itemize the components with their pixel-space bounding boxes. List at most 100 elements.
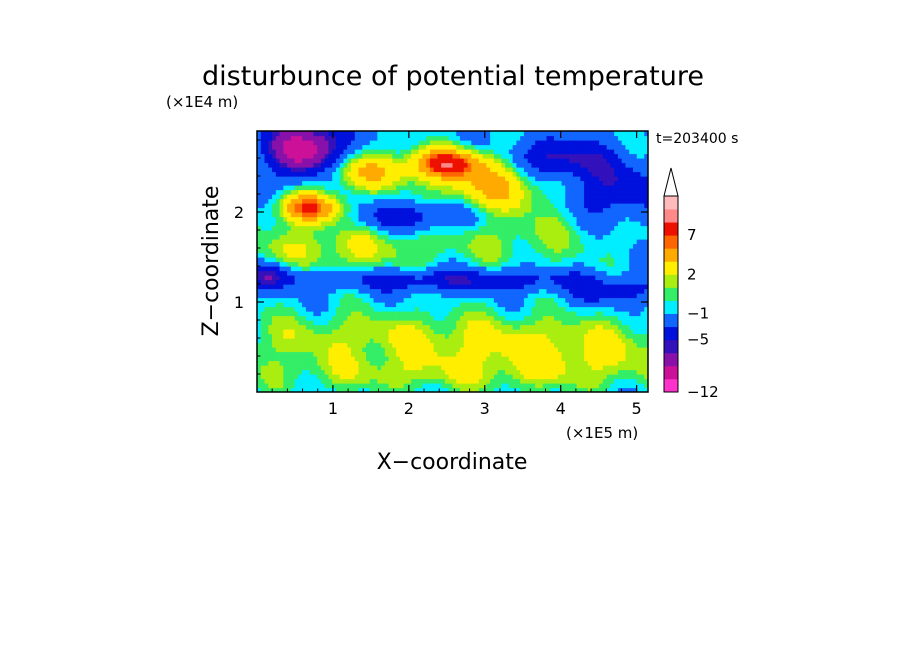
heatmap-cell bbox=[347, 378, 352, 384]
heatmap-cell bbox=[640, 302, 645, 308]
heatmap-cell bbox=[569, 180, 574, 186]
heatmap-cell bbox=[554, 338, 559, 344]
heatmap-cell bbox=[512, 351, 518, 357]
heatmap-cell bbox=[422, 270, 427, 276]
heatmap-cell bbox=[572, 176, 578, 182]
heatmap-cell bbox=[317, 351, 322, 357]
heatmap-cell bbox=[335, 225, 341, 231]
heatmap-cell bbox=[324, 212, 330, 218]
heatmap-cell bbox=[632, 369, 638, 375]
heatmap-cell bbox=[332, 261, 337, 267]
heatmap-cell bbox=[467, 288, 472, 294]
heatmap-cell bbox=[441, 338, 446, 344]
heatmap-cell bbox=[617, 266, 623, 272]
heatmap-cell bbox=[471, 342, 476, 348]
heatmap-cell bbox=[614, 243, 619, 249]
heatmap-cell bbox=[490, 320, 495, 326]
heatmap-cell bbox=[599, 360, 604, 366]
heatmap-cell bbox=[290, 230, 296, 236]
heatmap-cell bbox=[550, 234, 555, 240]
heatmap-cell bbox=[358, 315, 363, 321]
heatmap-cell bbox=[640, 252, 645, 258]
heatmap-cell bbox=[463, 225, 469, 231]
heatmap-cell bbox=[490, 284, 495, 290]
heatmap-cell bbox=[478, 297, 484, 303]
heatmap-cell bbox=[268, 329, 273, 335]
heatmap-cell bbox=[407, 324, 412, 330]
heatmap-cell bbox=[328, 185, 333, 191]
heatmap-cell bbox=[599, 248, 604, 254]
heatmap-cell bbox=[335, 351, 341, 357]
heatmap-cell bbox=[287, 338, 292, 344]
heatmap-cell bbox=[501, 351, 506, 357]
heatmap-cell bbox=[512, 176, 518, 182]
heatmap-cell bbox=[350, 279, 356, 285]
heatmap-cell bbox=[414, 203, 420, 209]
heatmap-cell bbox=[260, 311, 266, 317]
heatmap-cell bbox=[287, 243, 292, 249]
heatmap-cell bbox=[317, 365, 322, 371]
heatmap-cell bbox=[275, 329, 281, 335]
heatmap-cell bbox=[354, 338, 360, 344]
heatmap-cell bbox=[279, 311, 284, 317]
heatmap-cell bbox=[621, 279, 627, 285]
heatmap-cell bbox=[373, 248, 378, 254]
heatmap-cell bbox=[561, 374, 566, 380]
heatmap-cell bbox=[275, 347, 281, 353]
heatmap-cell bbox=[260, 329, 266, 335]
heatmap-cell bbox=[290, 320, 296, 326]
heatmap-cell bbox=[354, 333, 360, 339]
heatmap-cell bbox=[332, 378, 337, 384]
heatmap-cell bbox=[358, 387, 363, 392]
heatmap-cell bbox=[313, 374, 318, 380]
heatmap-cell bbox=[475, 311, 480, 317]
heatmap-cell bbox=[429, 360, 435, 366]
heatmap-cell bbox=[320, 198, 326, 204]
heatmap-cell bbox=[550, 329, 555, 335]
heatmap-cell bbox=[275, 342, 281, 348]
heatmap-cell bbox=[350, 324, 356, 330]
heatmap-cell bbox=[632, 338, 638, 344]
heatmap-cell bbox=[554, 279, 559, 285]
heatmap-cell bbox=[523, 279, 529, 285]
heatmap-cell bbox=[399, 351, 405, 357]
heatmap-cell bbox=[272, 333, 277, 339]
heatmap-cell bbox=[614, 315, 619, 321]
heatmap-cell bbox=[572, 207, 578, 213]
heatmap-cell bbox=[414, 221, 420, 227]
heatmap-cell bbox=[369, 333, 375, 339]
heatmap-cell bbox=[486, 333, 491, 339]
heatmap-cell bbox=[497, 185, 502, 191]
heatmap-cell bbox=[475, 306, 480, 312]
heatmap-cell bbox=[369, 302, 375, 308]
heatmap-cell bbox=[595, 311, 600, 317]
heatmap-cell bbox=[429, 374, 435, 380]
heatmap-cell bbox=[471, 369, 476, 375]
heatmap-cell bbox=[407, 252, 412, 258]
heatmap-cell bbox=[422, 248, 427, 254]
heatmap-cell bbox=[546, 185, 551, 191]
heatmap-cell bbox=[591, 333, 596, 339]
heatmap-cell bbox=[486, 369, 491, 375]
heatmap-cell bbox=[561, 324, 566, 330]
heatmap-cell bbox=[460, 221, 465, 227]
heatmap-cell bbox=[302, 230, 307, 236]
heatmap-cell bbox=[354, 248, 360, 254]
heatmap-cell bbox=[580, 239, 585, 245]
heatmap-cell bbox=[343, 252, 348, 258]
heatmap-cell bbox=[523, 342, 529, 348]
heatmap-cell bbox=[629, 203, 634, 209]
heatmap-cell bbox=[467, 189, 472, 195]
heatmap-cell bbox=[576, 248, 581, 254]
heatmap-cell bbox=[343, 198, 348, 204]
heatmap-cell bbox=[396, 333, 401, 339]
heatmap-cell bbox=[414, 185, 420, 191]
heatmap-cell bbox=[463, 176, 469, 182]
heatmap-cell bbox=[561, 270, 566, 276]
heatmap-cell bbox=[478, 302, 484, 308]
heatmap-cell bbox=[456, 311, 461, 317]
heatmap-cell bbox=[287, 320, 292, 326]
heatmap-cell bbox=[527, 194, 533, 200]
heatmap-cell bbox=[614, 293, 619, 299]
heatmap-cell bbox=[478, 293, 484, 299]
